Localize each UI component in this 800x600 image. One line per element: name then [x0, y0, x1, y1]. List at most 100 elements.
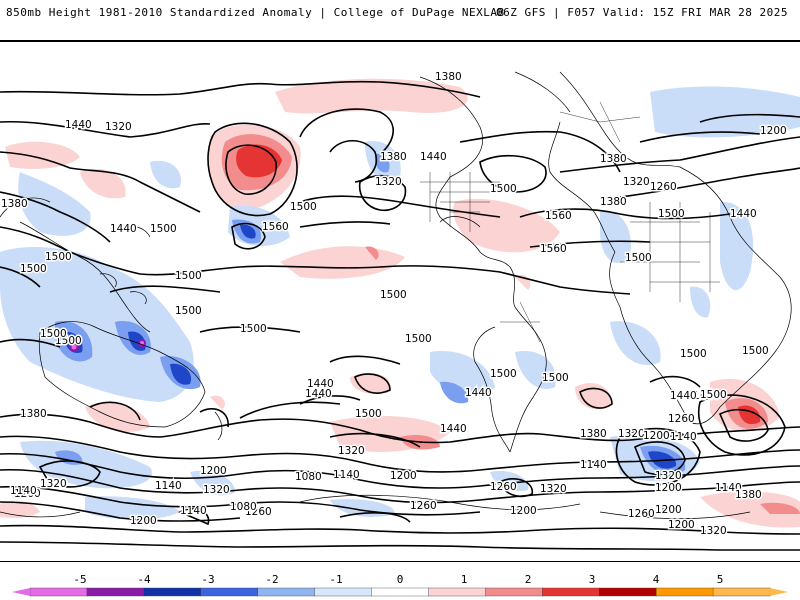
contour-label: 1260 [628, 508, 655, 520]
colorbar-tick-label: 2 [525, 573, 532, 586]
colorbar-swatch [542, 587, 600, 597]
contour-label: 1200 [643, 430, 670, 442]
colorbar-swatch [86, 587, 145, 597]
colorbar-tick-labels: -5 -4 -3 -2 -1 0 1 2 3 4 5 [73, 573, 723, 586]
contour-label: 1440 [307, 378, 334, 390]
colorbar-tick-label: -5 [73, 573, 86, 586]
contour-label: 1380 [380, 151, 407, 163]
contour-label: 1560 [262, 221, 289, 233]
contour-label: 1440 [670, 390, 697, 402]
contour-label: 1380 [1, 198, 28, 210]
contour-label: 1500 [150, 223, 177, 235]
contour-label: 1200 [668, 519, 695, 531]
contour-label: 1200 [655, 504, 682, 516]
contour-label: 1380 [20, 408, 47, 420]
contour-label: 1200 [390, 470, 417, 482]
contour-label: 1500 [625, 252, 652, 264]
contour-label: 1140 [715, 482, 742, 494]
contour-label: 1320 [338, 445, 365, 457]
contour-label: 1380 [580, 428, 607, 440]
contour-label: 1320 [105, 121, 132, 133]
colorbar-right-arrow [770, 588, 788, 596]
contour-label: 1440 [693, 390, 720, 402]
contour-label: 1320 [623, 176, 650, 188]
colorbar-tick-label: 4 [653, 573, 660, 586]
contour-label: 1500 [20, 263, 47, 275]
contour-label: 1320 [540, 483, 567, 495]
contour-label: 1200 [655, 482, 682, 494]
colorbar-tick-label: -2 [265, 573, 278, 586]
contour-label: 1500 [490, 368, 517, 380]
contour-label: 1200 [130, 515, 157, 527]
contour-label: 1500 [45, 251, 72, 263]
colorbar-swatch [314, 587, 373, 597]
colorbar-swatch [712, 587, 771, 597]
colorbar-swatch [485, 587, 544, 597]
colorbar-swatch [143, 587, 202, 597]
contour-label: 1380 [600, 196, 627, 208]
contour-label: 1140 [155, 480, 182, 492]
contour-label: 1140 [180, 505, 207, 517]
map-title: 850mb Height 1981-2010 Standardized Anom… [6, 6, 505, 19]
anomaly-map[interactable]: 1380132014401380150014401500150015001500… [0, 41, 800, 562]
contour-label: 1200 [760, 125, 787, 137]
contour-label: 1320 [618, 428, 645, 440]
negative-anomaly-shading [0, 86, 800, 520]
contour-label: 1260 [410, 500, 437, 512]
colorbar-tick-label: -3 [201, 573, 214, 586]
contour-label: 1500 [55, 335, 82, 347]
contour-label: 1500 [658, 208, 685, 220]
contour-label-group: 1380132014401380150014401500150015001500… [0, 70, 788, 539]
colorbar-tick-label: -1 [329, 573, 342, 586]
colorbar-swatch [29, 587, 88, 597]
contour-label: 1440 [440, 423, 467, 435]
header-bar: 850mb Height 1981-2010 Standardized Anom… [0, 0, 800, 41]
contour-label: 1500 [405, 333, 432, 345]
contour-label: 1080 [230, 501, 257, 513]
colorbar-tick-label: 3 [589, 573, 596, 586]
contour-label: 1440 [65, 119, 92, 131]
contour-label: 1500 [355, 408, 382, 420]
contour-label: 1140 [10, 485, 37, 497]
contour-label: 1500 [700, 389, 727, 401]
contour-label: 1500 [240, 323, 267, 335]
colorbar-swatch [257, 587, 316, 597]
contour-label: 1500 [490, 183, 517, 195]
contour-label: 1200 [200, 465, 227, 477]
contour-label: 1380 [435, 71, 462, 83]
contour-label: 1200 [510, 505, 537, 517]
colorbar-swatch [655, 587, 714, 597]
colorbar-tick-label: 5 [717, 573, 724, 586]
contour-label: 1500 [290, 201, 317, 213]
contour-label: 1380 [600, 153, 627, 165]
contour-label: 1320 [40, 478, 67, 490]
contour-label: 1440 [730, 208, 757, 220]
contour-label: 1500 [542, 372, 569, 384]
contour-label: 1320 [203, 484, 230, 496]
contour-label: 1080 [655, 503, 682, 515]
contour-label: 1260 [668, 413, 695, 425]
colorbar-swatch [371, 587, 430, 597]
colorbar-swatches [12, 587, 788, 597]
colorbar-left-arrow [12, 588, 30, 596]
contour-label: 1440 [305, 388, 332, 400]
contour-label: 1080 [295, 471, 322, 483]
contour-label: 1320 [700, 525, 727, 537]
contour-label: 1500 [742, 345, 769, 357]
contour-label: 1380 [735, 489, 762, 501]
height-contours [0, 80, 800, 551]
colorbar-swatch [428, 587, 487, 597]
contour-label: 1440 [110, 223, 137, 235]
contour-label: 1140 [580, 459, 607, 471]
contour-label: 1500 [175, 270, 202, 282]
contour-label: 1500 [380, 289, 407, 301]
colorbar-tick-label: 1 [461, 573, 468, 586]
colorbar-tick-label: 0 [397, 573, 404, 586]
contour-label: 1140 [670, 431, 697, 443]
contour-label: 1500 [680, 348, 707, 360]
contour-label: 1260 [490, 481, 517, 493]
contour-label: 1500 [175, 305, 202, 317]
anomaly-colorbar: -5 -4 -3 -2 -1 0 1 2 3 4 5 [12, 573, 788, 597]
contour-label: 1560 [545, 210, 572, 222]
contour-label: 1260 [650, 181, 677, 193]
